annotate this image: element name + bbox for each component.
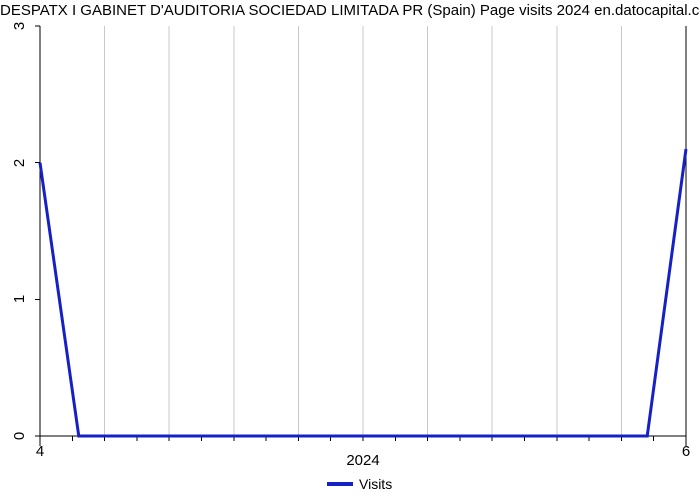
chart-root: DESPATX I GABINET D'AUDITORIA SOCIEDAD L…	[0, 0, 700, 500]
chart-gridlines	[40, 26, 686, 436]
y-axis-ticks	[35, 26, 40, 436]
chart-legend: Visits	[327, 476, 392, 492]
legend-swatch	[327, 482, 353, 486]
chart-svg	[0, 0, 700, 500]
legend-label: Visits	[359, 476, 392, 492]
